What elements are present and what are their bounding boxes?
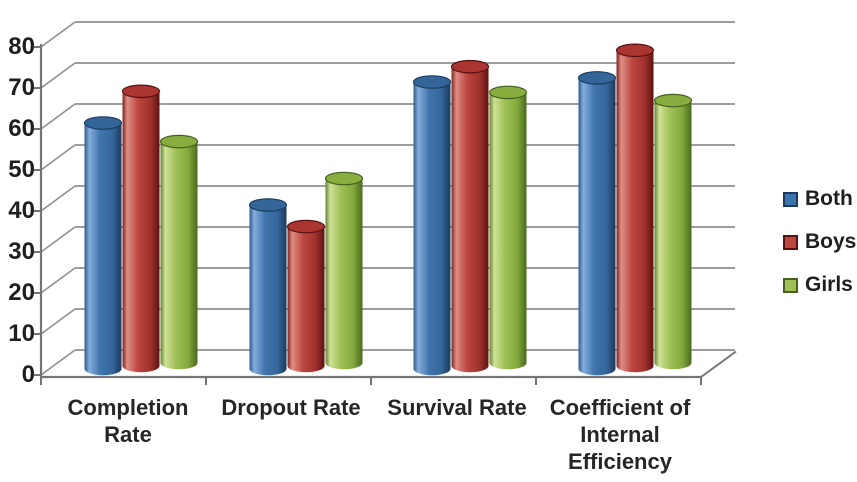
y-axis-tick-label: 0 xyxy=(21,361,35,388)
category-label-dropout-rate: Dropout Rate xyxy=(221,395,361,420)
category-label-survival-rate: Survival Rate xyxy=(387,395,527,420)
category-label-coefficient: Coefficient of Internal Efficiency xyxy=(549,395,691,474)
legend-label-both: Both xyxy=(805,187,853,210)
y-axis-tick-label: 80 xyxy=(8,33,35,60)
y-axis-tick-label: 40 xyxy=(8,197,35,224)
y-axis-tick-label: 10 xyxy=(8,320,35,347)
legend-label-girls: Girls xyxy=(805,273,853,296)
legend-item-boys: Boys xyxy=(783,229,856,255)
legend-label-boys: Boys xyxy=(805,230,857,253)
legend-swatch-girls-icon xyxy=(783,277,798,293)
y-axis-tick-label: 70 xyxy=(8,74,35,101)
legend-item-girls: Girls xyxy=(783,272,856,298)
legend-swatch-both-icon xyxy=(783,191,798,207)
y-axis-tick-label: 50 xyxy=(8,156,35,183)
y-axis-tick-label: 20 xyxy=(8,279,35,306)
legend: Both Boys Girls xyxy=(783,186,856,315)
y-axis-tick-label: 30 xyxy=(8,238,35,265)
legend-item-both: Both xyxy=(783,186,856,212)
category-label-completion-rate: Completion Rate xyxy=(67,395,189,447)
legend-swatch-boys-icon xyxy=(783,234,798,250)
y-axis-tick-label: 60 xyxy=(8,115,35,142)
